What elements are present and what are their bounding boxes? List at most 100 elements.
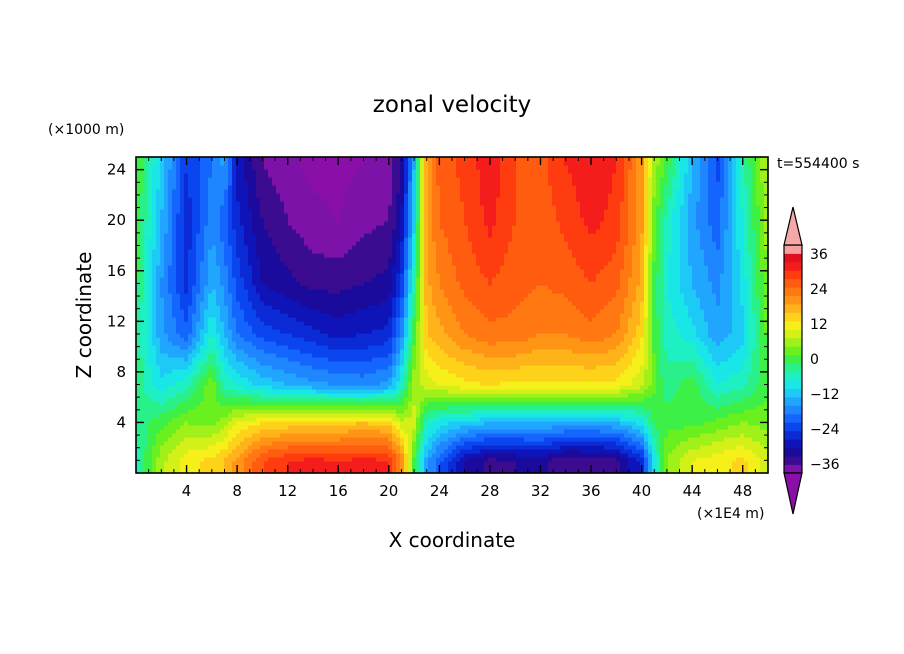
contour-cell (188, 365, 193, 370)
contour-cell (168, 381, 173, 386)
contour-cell (376, 285, 381, 290)
contour-cell (244, 237, 249, 242)
contour-cell (332, 465, 337, 470)
contour-cell (180, 397, 185, 402)
contour-cell (176, 217, 181, 222)
contour-cell (288, 241, 293, 246)
contour-cell (284, 161, 289, 166)
contour-cell (284, 457, 289, 462)
contour-cell (280, 329, 285, 334)
contour-cell (152, 185, 157, 190)
contour-cell (288, 413, 293, 418)
contour-cell (336, 321, 341, 326)
contour-cell (296, 357, 301, 362)
contour-cell (136, 413, 141, 418)
contour-cell (344, 381, 349, 386)
contour-cell (236, 445, 241, 450)
contour-cell (216, 453, 221, 458)
contour-cell (152, 221, 157, 226)
contour-cell (184, 333, 189, 338)
contour-cell (172, 385, 177, 390)
contour-cell (164, 309, 169, 314)
contour-cell (216, 357, 221, 362)
contour-cell (328, 157, 333, 162)
contour-cell (304, 281, 309, 286)
contour-cell (276, 293, 281, 298)
contour-cell (172, 225, 177, 230)
contour-cell (148, 297, 153, 302)
contour-cell (148, 429, 153, 434)
contour-cell (328, 389, 333, 394)
contour-cell (284, 429, 289, 434)
contour-cell (172, 341, 177, 346)
contour-cell (300, 373, 305, 378)
contour-cell (212, 385, 217, 390)
contour-cell (388, 417, 393, 422)
contour-cell (356, 269, 361, 274)
contour-cell (256, 349, 261, 354)
contour-cell (160, 225, 165, 230)
contour-cell (136, 209, 141, 214)
contour-cell (344, 193, 349, 198)
contour-cell (356, 369, 361, 374)
contour-cell (200, 405, 205, 410)
contour-cell (344, 309, 349, 314)
contour-cell (332, 425, 337, 430)
contour-cell (240, 469, 245, 474)
contour-cell (280, 289, 285, 294)
contour-cell (284, 325, 289, 330)
contour-cell (248, 377, 253, 382)
contour-cell (372, 221, 377, 226)
contour-cell (292, 397, 297, 402)
contour-cell (172, 425, 177, 430)
contour-cell (304, 189, 309, 194)
contour-cell (296, 325, 301, 330)
contour-cell (164, 373, 169, 378)
contour-cell (388, 437, 393, 442)
contour-cell (244, 377, 249, 382)
contour-cell (136, 225, 141, 230)
contour-cell (168, 369, 173, 374)
contour-cell (176, 457, 181, 462)
contour-cell (296, 397, 301, 402)
contour-cell (268, 185, 273, 190)
contour-cell (172, 377, 177, 382)
contour-cell (296, 365, 301, 370)
contour-cell (300, 269, 305, 274)
contour-cell (268, 161, 273, 166)
contour-cell (376, 249, 381, 254)
contour-cell (236, 329, 241, 334)
contour-cell (156, 325, 161, 330)
contour-cell (252, 269, 257, 274)
contour-cell (260, 209, 265, 214)
contour-cell (252, 189, 257, 194)
contour-cell (236, 205, 241, 210)
contour-cell (228, 205, 233, 210)
contour-cell (192, 293, 197, 298)
contour-cell (376, 341, 381, 346)
contour-cell (328, 409, 333, 414)
contour-cell (236, 385, 241, 390)
contour-cell (380, 397, 385, 402)
contour-cell (368, 245, 373, 250)
contour-cell (256, 421, 261, 426)
contour-cell (176, 177, 181, 182)
contour-cell (208, 445, 213, 450)
contour-cell (360, 461, 365, 466)
contour-cell (240, 241, 245, 246)
contour-cell (220, 257, 225, 262)
contour-cell (252, 325, 257, 330)
contour-cell (256, 281, 261, 286)
contour-cell (292, 389, 297, 394)
contour-cell (284, 413, 289, 418)
contour-cell (336, 353, 341, 358)
contour-cell (360, 273, 365, 278)
contour-cell (364, 197, 369, 202)
contour-cell (264, 461, 269, 466)
contour-cell (172, 217, 177, 222)
contour-cell (264, 253, 269, 258)
contour-cell (272, 409, 277, 414)
contour-cell (212, 269, 217, 274)
contour-cell (268, 169, 273, 174)
contour-cell (308, 305, 313, 310)
